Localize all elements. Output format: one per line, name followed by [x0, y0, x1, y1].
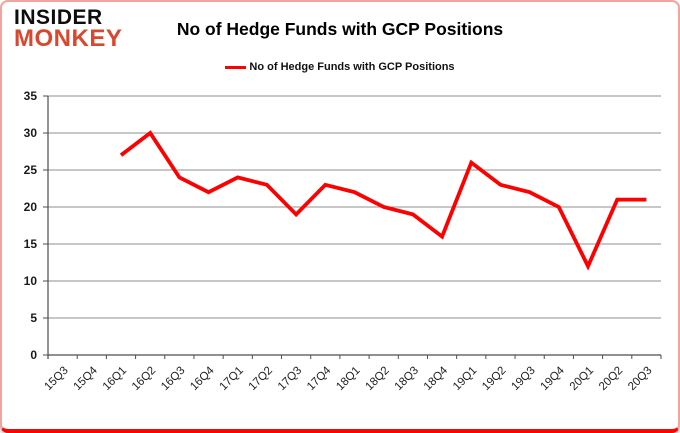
x-axis-label: 18Q3: [393, 365, 421, 393]
series-line: [119, 130, 647, 271]
x-axis-label: 18Q2: [363, 365, 391, 393]
x-axis-label: 19Q3: [509, 365, 537, 393]
y-axis-label: 5: [30, 311, 37, 325]
insider-monkey-logo: INSIDER MONKEY: [14, 6, 123, 53]
x-axis-label: 17Q4: [305, 364, 334, 393]
y-axis-label: 30: [24, 126, 38, 140]
x-axis-label: 17Q3: [276, 365, 304, 393]
x-axis-label: 16Q4: [188, 364, 217, 393]
x-axis-label: 17Q1: [217, 365, 245, 393]
x-axis-label: 15Q4: [72, 364, 101, 393]
y-axis-label: 15: [24, 237, 38, 251]
x-axis-label: 20Q1: [568, 365, 596, 393]
x-axis-label: 19Q1: [451, 365, 479, 393]
chart-title: No of Hedge Funds with GCP Positions: [176, 19, 504, 39]
x-axis-label: 15Q3: [42, 365, 70, 393]
x-axis-label: 16Q3: [159, 365, 187, 393]
y-axis-label: 25: [24, 163, 38, 177]
x-axis-label: 18Q1: [334, 365, 362, 393]
x-axis-label: 16Q1: [101, 365, 129, 393]
x-axis-label: 19Q4: [539, 364, 568, 393]
x-axis-label: 20Q3: [626, 365, 654, 393]
y-axis-label: 10: [24, 274, 38, 288]
x-axis-label: 19Q2: [480, 365, 508, 393]
logo-text-insider: INSIDER: [14, 6, 103, 29]
x-axis-label: 18Q4: [422, 364, 451, 393]
x-axis-label: 17Q2: [247, 365, 275, 393]
x-axis-label: 20Q2: [597, 365, 625, 393]
x-axis-label: 16Q2: [130, 365, 158, 393]
logo-text-monkey: MONKEY: [14, 25, 123, 53]
legend-line-swatch: [225, 65, 247, 69]
y-axis-label: 20: [24, 200, 38, 214]
y-axis-label: 35: [24, 89, 38, 103]
legend: No of Hedge Funds with GCP Positions: [2, 61, 678, 73]
y-axis-label: 0: [30, 348, 37, 362]
legend-label: No of Hedge Funds with GCP Positions: [249, 61, 455, 73]
